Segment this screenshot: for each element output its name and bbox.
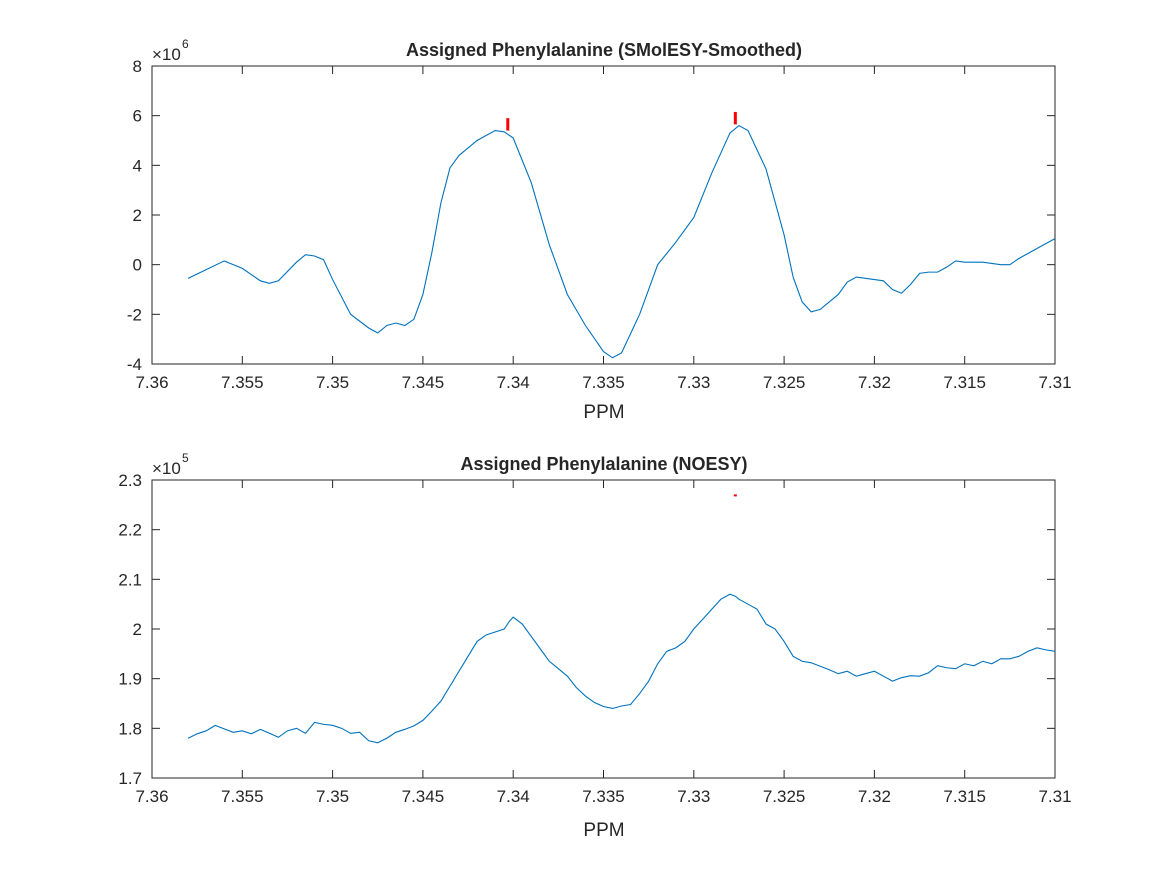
x-tick-label: 7.34	[497, 787, 530, 806]
y-tick-label: -2	[127, 305, 142, 324]
y-tick-label: 1.9	[118, 670, 142, 689]
x-tick-label: 7.36	[135, 787, 168, 806]
x-tick-labels: 7.36 7.355 7.35 7.345 7.34 7.335 7.33 7.325 7.32…	[135, 66, 1072, 392]
y-tick-label: 4	[133, 156, 142, 175]
x-tick-label: 7.335	[582, 373, 625, 392]
y-tick-labels: 1.7 1.8 1.9 2 2.1 2.2 2.3	[118, 471, 1055, 788]
y-tick-label: 6	[133, 107, 142, 126]
y-tick-label: 2	[133, 620, 142, 639]
plot-area-frame	[151, 65, 1056, 365]
x-tick-label: 7.32	[858, 787, 891, 806]
series-line	[187, 593, 1056, 744]
y-tick-label: 1.7	[118, 769, 142, 788]
x-tick-label: 7.31	[1038, 373, 1071, 392]
x-tick-label: 7.355	[221, 787, 264, 806]
chart-panel-noesy: Assigned Phenylalanine (NOESY) ×10 5 7.3…	[118, 451, 1071, 841]
y-exponent-base: ×10	[152, 45, 181, 64]
x-tick-label: 7.36	[135, 373, 168, 392]
chart-title: Assigned Phenylalanine (SMolESY-Smoothed…	[406, 40, 802, 60]
x-tick-label: 7.335	[582, 787, 625, 806]
series-lines	[187, 124, 1056, 359]
x-tick-label: 7.33	[677, 787, 710, 806]
x-tick-labels: 7.36 7.355 7.35 7.345 7.34 7.335 7.33 7.325 7.32…	[135, 480, 1072, 806]
x-tick-label: 7.34	[497, 373, 530, 392]
y-tick-label: 1.8	[118, 719, 142, 738]
x-tick-label: 7.355	[221, 373, 264, 392]
y-exponent-power: 6	[182, 37, 189, 51]
x-tick-label: 7.315	[943, 373, 986, 392]
x-tick-label: 7.33	[677, 373, 710, 392]
y-exponent-label: ×10 6	[152, 37, 189, 64]
x-tick-label: 7.315	[943, 787, 986, 806]
series-lines	[187, 593, 1056, 744]
chart-title: Assigned Phenylalanine (NOESY)	[460, 454, 747, 474]
y-exponent-label: ×10 5	[152, 451, 189, 478]
y-tick-label: 2.3	[118, 471, 142, 490]
y-exponent-base: ×10	[152, 459, 181, 478]
x-tick-label: 7.345	[402, 787, 445, 806]
peak-markers	[506, 111, 737, 131]
x-tick-label: 7.35	[316, 373, 349, 392]
x-tick-label: 7.325	[763, 373, 806, 392]
y-tick-label: 8	[133, 57, 142, 76]
x-axis-label: PPM	[583, 820, 624, 841]
y-tick-label: 2	[133, 206, 142, 225]
y-tick-label: 2.1	[118, 570, 142, 589]
x-tick-label: 7.325	[763, 787, 806, 806]
series-line	[187, 124, 1056, 359]
y-tick-label: 2.2	[118, 521, 142, 540]
x-tick-label: 7.32	[858, 373, 891, 392]
x-axis-label: PPM	[583, 402, 624, 423]
chart-panel-smolesy: Assigned Phenylalanine (SMolESY-Smoothed…	[127, 37, 1072, 423]
y-tick-label: 0	[133, 256, 142, 275]
x-tick-label: 7.31	[1038, 787, 1071, 806]
plot-area-frame	[151, 479, 1056, 779]
y-tick-label: -4	[127, 355, 142, 374]
x-tick-label: 7.345	[402, 373, 445, 392]
y-exponent-power: 5	[182, 451, 189, 465]
x-tick-label: 7.35	[316, 787, 349, 806]
y-tick-labels: -4 -2 0 2 4 6 8	[127, 57, 1055, 374]
